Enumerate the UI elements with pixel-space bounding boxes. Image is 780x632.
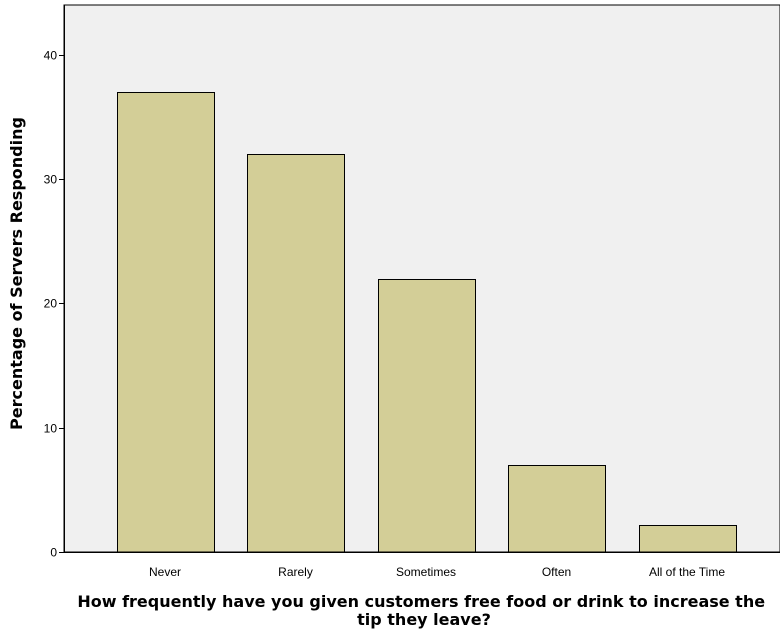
y-tick-label: 20 <box>44 297 58 311</box>
y-tick-label: 10 <box>44 422 58 436</box>
bars <box>117 92 737 553</box>
x-tick-label: Often <box>542 565 571 579</box>
x-axis-title-line-2: tip they leave? <box>357 610 491 629</box>
x-axis-ticks: Never Rarely Sometimes Often All of the Time <box>149 565 725 579</box>
y-tick-label: 0 <box>50 546 57 560</box>
x-axis-title: How frequently have you given customers … <box>77 592 770 629</box>
x-tick-label: Sometimes <box>396 565 456 579</box>
bar-all-of-the-time <box>639 525 737 553</box>
x-tick-label: Rarely <box>278 565 313 579</box>
y-axis-title: Percentage of Servers Responding <box>7 117 26 430</box>
y-tick-label: 40 <box>44 49 58 63</box>
x-tick-label: Never <box>149 565 181 579</box>
y-axis-ticks: 0 10 20 30 40 <box>44 49 64 560</box>
bar-often <box>508 465 606 553</box>
bar-sometimes <box>378 279 476 553</box>
x-tick-label: All of the Time <box>649 565 725 579</box>
bar-never <box>117 92 215 553</box>
x-axis-title-line-1: How frequently have you given customers … <box>77 592 765 611</box>
bar-rarely <box>247 154 345 553</box>
y-tick-label: 30 <box>44 173 58 187</box>
